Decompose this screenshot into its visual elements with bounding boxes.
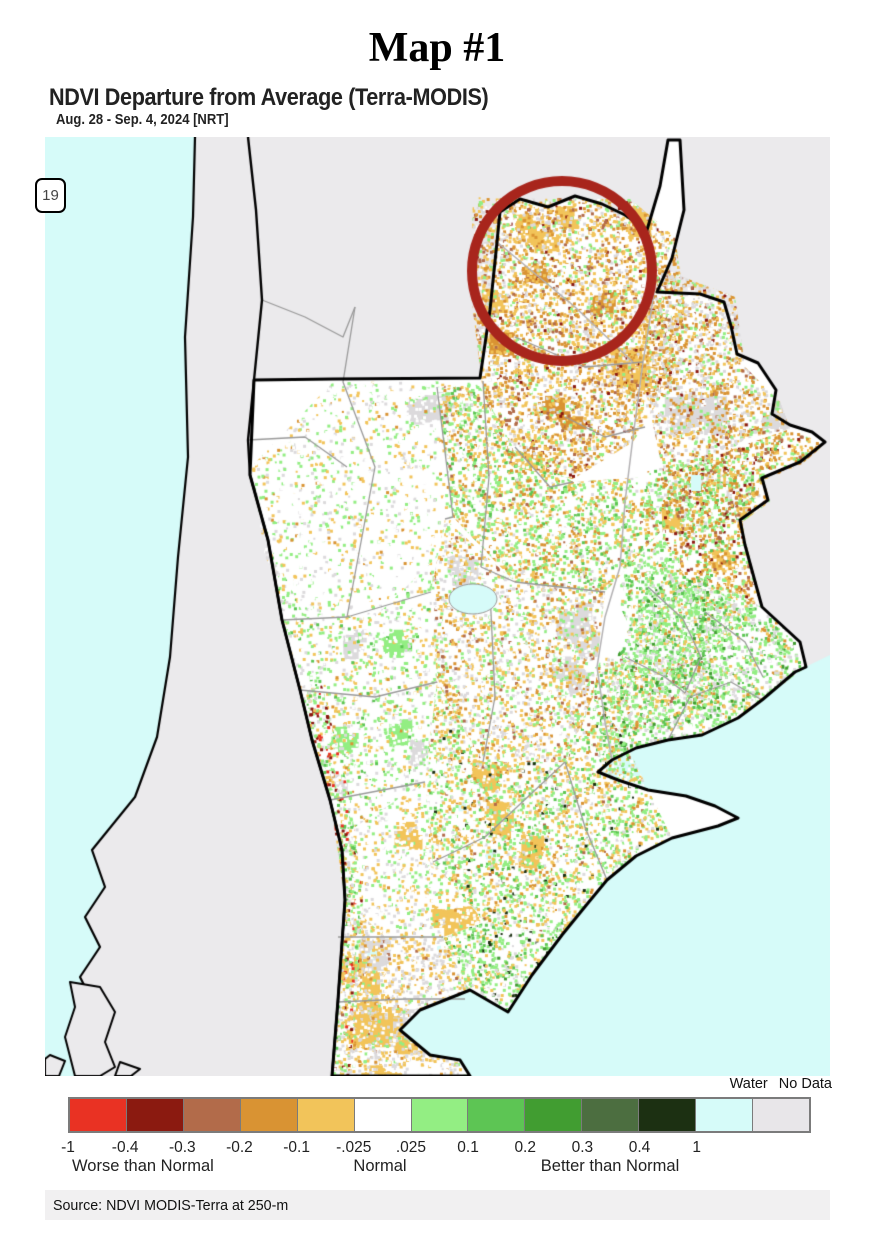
source-bar: Source: NDVI MODIS-Terra at 250-m [45, 1190, 830, 1220]
legend-swatch-10 [638, 1099, 696, 1131]
legend-tick: 0.4 [628, 1139, 651, 1156]
legend-label-worse: Worse than Normal [72, 1157, 214, 1175]
legend-tick: -0.3 [168, 1139, 196, 1156]
legend-swatch-4 [296, 1099, 354, 1131]
water-label: Water [729, 1076, 768, 1092]
legend-swatch-9 [581, 1099, 639, 1131]
legend-extra-labels: Water No Data [0, 1076, 832, 1092]
legend-label-better: Better than Normal [540, 1157, 680, 1175]
legend-swatch-8 [524, 1099, 582, 1131]
legend-swatch-12 [752, 1099, 809, 1131]
legend-tick: -0.2 [226, 1139, 253, 1156]
source-text: Source: NDVI MODIS-Terra at 250-m [53, 1196, 289, 1214]
legend-tick: .025 [395, 1139, 427, 1156]
legend-tick: 1 [692, 1139, 701, 1156]
no-data-label: No Data [778, 1076, 832, 1092]
legend-label-normal: Normal [353, 1157, 407, 1175]
legend-tick: -0.1 [283, 1139, 310, 1156]
legend-tick: 0.1 [457, 1139, 479, 1156]
legend-swatch-7 [467, 1099, 525, 1131]
ndvi-map [45, 137, 830, 1076]
legend-tick: -1 [61, 1139, 75, 1156]
product-title: NDVI Departure from Average (Terra-MODIS… [49, 84, 489, 111]
legend-tick-labels: -1 -0.4 -0.3 -0.2 -0.1 -.025 .025 0.1 0.2 0.3 0.4 1 [61, 1139, 811, 1157]
route-shield-19: 19 [35, 178, 66, 213]
legend-swatch-5 [353, 1099, 411, 1131]
legend-swatch-11 [695, 1099, 753, 1131]
legend-tick: -0.4 [111, 1139, 139, 1156]
legend-swatch-6 [410, 1099, 468, 1131]
legend-tick: 0.2 [514, 1139, 536, 1156]
legend-color-bar [68, 1097, 811, 1133]
legend-swatch-1 [125, 1099, 183, 1131]
legend-swatch-2 [182, 1099, 240, 1131]
map-number-title: Map #1 [368, 25, 506, 71]
route-shield-label: 19 [42, 187, 59, 204]
legend-category-labels: Worse than Normal Normal Better than Nor… [68, 1157, 811, 1177]
legend-tick: 0.3 [571, 1139, 594, 1156]
date-range: Aug. 28 - Sep. 4, 2024 [NRT] [56, 112, 229, 128]
legend-swatch-3 [239, 1099, 297, 1131]
legend-swatch-0 [70, 1099, 126, 1131]
legend-tick: -.025 [336, 1139, 372, 1156]
